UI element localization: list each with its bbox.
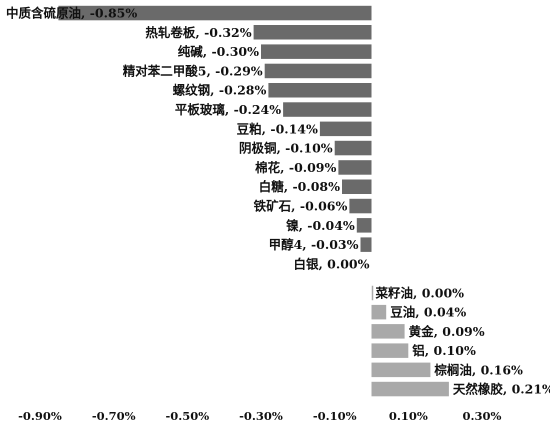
bar-阴极铜 — [334, 140, 372, 156]
bar-label-平板玻璃: 平板玻璃, -0.24% — [175, 102, 281, 117]
x-axis: -0.90% -0.70% -0.50% -0.30% -0.10% 0.10% 0.30% — [18, 409, 501, 423]
x-tick-label: -0.50% — [165, 409, 209, 423]
bar-label-天然橡胶: 天然橡胶, 0.21% — [453, 382, 550, 397]
bar-label-白银: 白银, 0.00% — [293, 256, 369, 271]
bar-铁矿石 — [349, 198, 372, 214]
x-tick-label: -0.10% — [313, 409, 357, 423]
bar-label-螺纹钢: 螺纹钢, -0.28% — [173, 83, 267, 98]
bar-label-热轧卷板: 热轧卷板, -0.32% — [145, 25, 251, 40]
bar-label-精对苯二甲酸5: 精对苯二甲酸5, -0.29% — [123, 63, 263, 78]
bar-label-阴极铜: 阴极铜, -0.10% — [239, 141, 333, 156]
bar-精对苯二甲酸5 — [264, 63, 372, 79]
bar-豆油 — [371, 304, 387, 320]
bar-label-中质含硫原油: 中质含硫原油, -0.85% — [6, 6, 137, 21]
bar-label-棕榈油: 棕榈油, 0.16% — [433, 362, 523, 377]
x-tick-label: 0.10% — [389, 409, 428, 423]
bar-label-豆油: 豆油, 0.04% — [390, 305, 466, 320]
bar-黄金 — [371, 324, 405, 339]
bar-白糖 — [342, 179, 372, 194]
bar-label-铝: 铝, 0.10% — [412, 343, 476, 358]
bar-铝 — [371, 343, 409, 358]
bar-label-菜籽油: 菜籽油, 0.00% — [375, 286, 465, 301]
x-tick-label: 0.30% — [463, 409, 502, 423]
bar-中质含硫原油 — [58, 5, 372, 21]
bar-label-甲醇4: 甲醇4, -0.03% — [269, 237, 359, 252]
bar-镍 — [356, 218, 372, 233]
bar-棉花 — [338, 160, 372, 175]
bars-layer — [58, 5, 449, 397]
x-tick-label: -0.70% — [92, 409, 136, 423]
bar-纯碱 — [261, 44, 372, 59]
bar-热轧卷板 — [253, 25, 372, 40]
bar-label-纯碱: 纯碱, -0.30% — [178, 44, 259, 59]
bar-label-黄金: 黄金, 0.09% — [409, 324, 485, 339]
bar-label-白糖: 白糖, -0.08% — [259, 179, 340, 194]
bar-平板玻璃 — [283, 102, 372, 117]
bar-labels-layer: 中质含硫原油, -0.85% 热轧卷板, -0.32% 纯碱, -0.30% 精对苯二… — [6, 6, 550, 397]
bar-label-棉花: 棉花, -0.09% — [255, 160, 336, 175]
bar-label-铁矿石: 铁矿石, -0.06% — [254, 199, 348, 214]
bar-甲醇4 — [360, 237, 372, 252]
x-tick-label: -0.30% — [239, 409, 283, 423]
bar-棕榈油 — [371, 362, 431, 378]
bar-label-豆粕: 豆粕, -0.14% — [237, 121, 318, 136]
bar-豆粕 — [319, 121, 372, 137]
bar-天然橡胶 — [371, 381, 449, 397]
bar-label-镍: 镍, -0.04% — [286, 218, 355, 233]
bar-螺纹钢 — [268, 83, 372, 98]
x-tick-label: -0.90% — [18, 409, 62, 423]
